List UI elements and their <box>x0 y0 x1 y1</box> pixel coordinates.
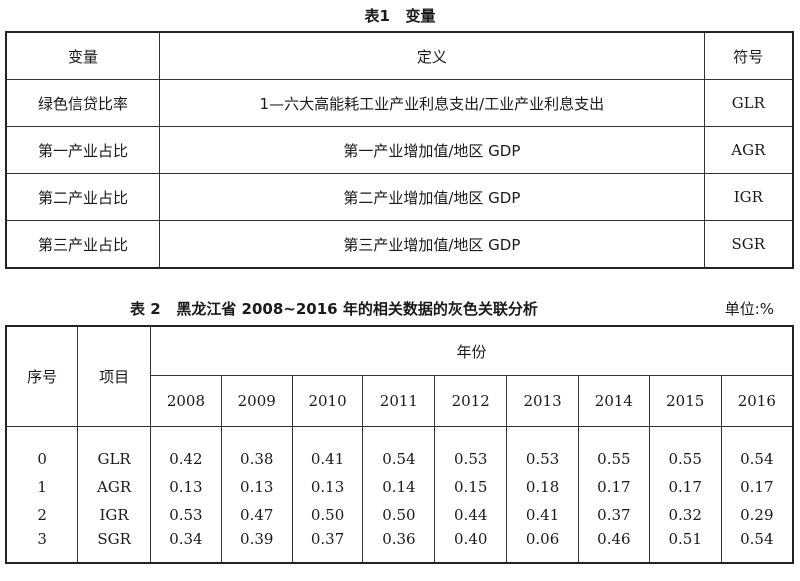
cell-value: 0.55 <box>577 445 650 473</box>
cell-value: 0.13 <box>150 473 222 501</box>
cell-value: 0.38 <box>220 445 293 473</box>
row-item: IGR <box>77 501 151 529</box>
cell-value: 0.53 <box>150 501 222 529</box>
variable-name: 第三产业占比 <box>5 220 161 269</box>
variable-definition: 1—六大高能耗工业产业利息支出/工业产业利息支出 <box>159 79 705 127</box>
cell-value: 0.47 <box>220 501 293 529</box>
grey-relational-table: 序号 项目 年份 2008 2009 2010 2011 2012 2013 2… <box>5 325 794 564</box>
row-index: 2 <box>5 501 79 529</box>
spacer-row <box>5 426 794 445</box>
table-row: 第二产业占比 第二产业增加值/地区 GDP IGR <box>5 173 794 221</box>
table-row: 3 SGR 0.34 0.39 0.37 0.36 0.40 0.06 0.46… <box>5 529 794 564</box>
cell-value: 0.18 <box>506 473 579 501</box>
header-index: 序号 <box>5 325 79 427</box>
table-row: 第三产业占比 第三产业增加值/地区 GDP SGR <box>5 220 794 269</box>
cell-value: 0.54 <box>720 445 794 473</box>
year-header: 2008 <box>150 375 222 427</box>
cell-value: 0.36 <box>362 529 436 564</box>
row-index: 3 <box>5 529 79 564</box>
year-header: 2009 <box>220 375 293 427</box>
cell-value: 0.37 <box>291 529 364 564</box>
variable-symbol: GLR <box>703 79 794 127</box>
cell-value: 0.54 <box>362 445 436 473</box>
cell-value: 0.46 <box>577 529 650 564</box>
variable-definition: 第一产业增加值/地区 GDP <box>159 126 705 174</box>
year-header: 2015 <box>648 375 722 427</box>
table2-header-row: 序号 项目 年份 <box>5 325 794 427</box>
table-row: 绿色信贷比率 1—六大高能耗工业产业利息支出/工业产业利息支出 GLR <box>5 79 794 127</box>
year-header: 2010 <box>291 375 364 427</box>
variable-symbol: AGR <box>703 126 794 174</box>
variable-definition: 第二产业增加值/地区 GDP <box>159 173 705 221</box>
header-symbol: 符号 <box>703 31 794 80</box>
variable-definition: 第三产业增加值/地区 GDP <box>159 220 705 269</box>
header-variable: 变量 <box>5 31 161 80</box>
row-item: GLR <box>77 445 151 473</box>
cell-value: 0.44 <box>434 501 508 529</box>
variable-name: 第二产业占比 <box>5 173 161 221</box>
table1-header-row: 变量 定义 符号 <box>5 31 794 80</box>
table-row: 1 AGR 0.13 0.13 0.13 0.14 0.15 0.18 0.17… <box>5 473 794 501</box>
year-header: 2016 <box>720 375 794 427</box>
year-header: 2012 <box>434 375 508 427</box>
variable-symbol: IGR <box>703 173 794 221</box>
table2-year-row: 2008 2009 2010 2011 2012 2013 2014 2015 … <box>6 375 794 427</box>
cell-value: 0.54 <box>720 529 794 564</box>
header-item: 项目 <box>77 325 151 427</box>
cell-value: 0.15 <box>434 473 508 501</box>
header-year-group: 年份 <box>150 325 794 376</box>
row-index: 1 <box>5 473 79 501</box>
variable-symbol: SGR <box>703 220 794 269</box>
year-header: 2014 <box>577 375 650 427</box>
table-row: 2 IGR 0.53 0.47 0.50 0.50 0.44 0.41 0.37… <box>5 501 794 529</box>
cell-value: 0.34 <box>150 529 222 564</box>
cell-value: 0.50 <box>291 501 364 529</box>
variable-name: 第一产业占比 <box>5 126 161 174</box>
cell-value: 0.37 <box>577 501 650 529</box>
cell-value: 0.06 <box>506 529 579 564</box>
cell-value: 0.53 <box>506 445 579 473</box>
cell-value: 0.42 <box>150 445 222 473</box>
year-header: 2011 <box>362 375 436 427</box>
table2-caption: 表 2 黑龙江省 2008~2016 年的相关数据的灰色关联分析 <box>130 300 538 318</box>
header-definition: 定义 <box>159 31 705 80</box>
row-item: SGR <box>77 529 151 564</box>
variable-name: 绿色信贷比率 <box>5 79 161 127</box>
cell-value: 0.17 <box>720 473 794 501</box>
cell-value: 0.39 <box>220 529 293 564</box>
cell-value: 0.53 <box>434 445 508 473</box>
cell-value: 0.55 <box>648 445 722 473</box>
cell-value: 0.29 <box>720 501 794 529</box>
cell-value: 0.32 <box>648 501 722 529</box>
cell-value: 0.40 <box>434 529 508 564</box>
cell-value: 0.14 <box>362 473 436 501</box>
cell-value: 0.13 <box>220 473 293 501</box>
cell-value: 0.41 <box>291 445 364 473</box>
cell-value: 0.17 <box>577 473 650 501</box>
table2-unit: 单位:% <box>724 300 774 318</box>
cell-value: 0.50 <box>362 501 436 529</box>
cell-value: 0.41 <box>506 501 579 529</box>
variables-table: 变量 定义 符号 绿色信贷比率 1—六大高能耗工业产业利息支出/工业产业利息支出… <box>5 31 794 269</box>
cell-value: 0.51 <box>648 529 722 564</box>
table-row: 第一产业占比 第一产业增加值/地区 GDP AGR <box>5 126 794 174</box>
row-item: AGR <box>77 473 151 501</box>
row-index: 0 <box>5 445 79 473</box>
cell-value: 0.17 <box>648 473 722 501</box>
year-header: 2013 <box>506 375 579 427</box>
cell-value: 0.13 <box>291 473 364 501</box>
table1-caption: 表1 变量 <box>364 7 436 25</box>
table-row: 0 GLR 0.42 0.38 0.41 0.54 0.53 0.53 0.55… <box>5 445 794 473</box>
